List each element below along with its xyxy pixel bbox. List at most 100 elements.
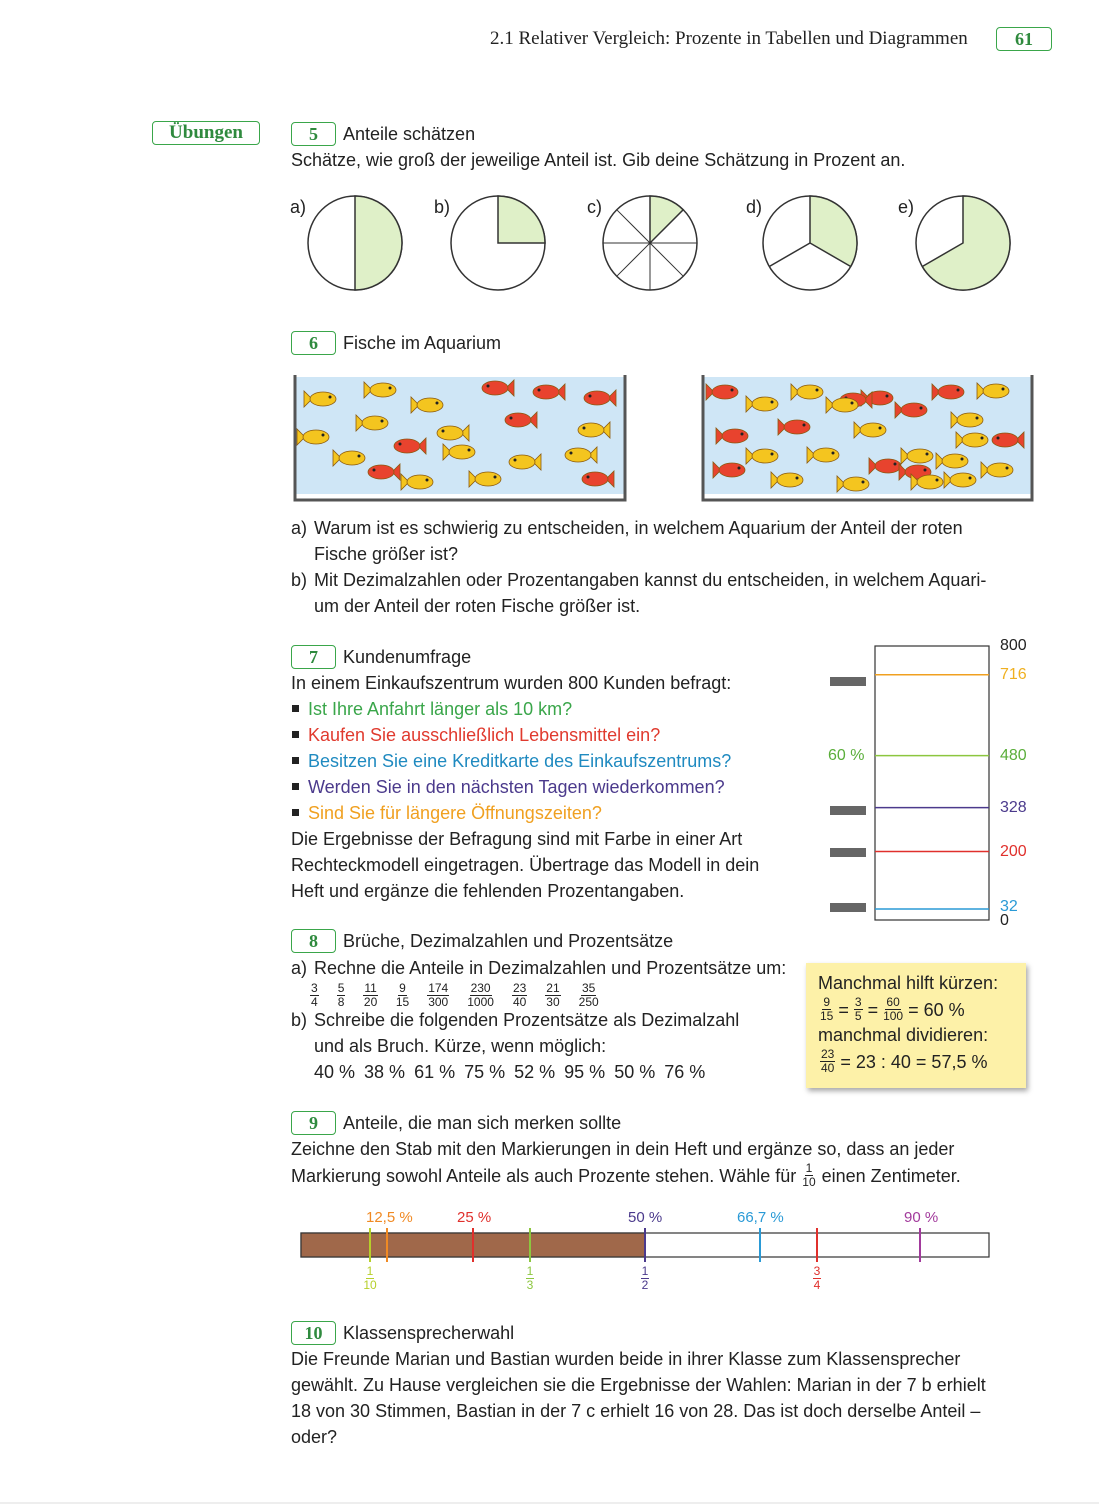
fish-eye xyxy=(861,480,865,484)
fish-eye xyxy=(582,426,586,430)
denominator: 40 xyxy=(821,1061,835,1075)
fish-eye xyxy=(467,448,471,452)
numerator: 1 xyxy=(640,1264,650,1279)
fish-tail xyxy=(417,437,427,455)
numerator: 3 xyxy=(853,995,863,1010)
pie-label: e) xyxy=(898,197,915,217)
fish xyxy=(367,463,401,481)
bar-top-label: 12,5 % xyxy=(366,1209,413,1226)
fish xyxy=(745,395,779,413)
bar-top-label: 66,7 % xyxy=(737,1209,784,1226)
fish xyxy=(296,428,330,446)
fish xyxy=(770,471,804,489)
fish-body xyxy=(982,383,1010,399)
fish xyxy=(950,411,984,429)
fraction: 21 30 xyxy=(545,982,561,1009)
fish xyxy=(303,390,337,408)
exercise-text: Heft und ergänze die fehlenden Prozentan… xyxy=(291,881,685,901)
percent-list: 40 % 38 % 61 % 75 % 52 % 95 % 50 % 76 % xyxy=(314,1059,705,1085)
denominator: 5 xyxy=(854,1009,862,1023)
pie-label: a) xyxy=(290,197,307,217)
exercise-title: Kundenumfrage xyxy=(343,647,472,667)
fish-tail xyxy=(303,390,313,408)
fish-eye xyxy=(878,426,882,430)
fish-body xyxy=(504,412,532,428)
exercise-number: 6 xyxy=(291,331,336,355)
fish-tail xyxy=(790,383,800,401)
denominator: 250 xyxy=(578,995,599,1009)
tip-text: = xyxy=(867,999,879,1020)
fish xyxy=(393,437,427,455)
survey-question: Ist Ihre Anfahrt länger als 10 km? xyxy=(308,699,573,719)
percent-value: 38 % xyxy=(364,1062,406,1082)
fish-body xyxy=(416,397,444,413)
denominator: 2 xyxy=(641,1278,649,1292)
numerator: 23 xyxy=(511,981,528,996)
denominator: 40 xyxy=(512,995,527,1009)
fish xyxy=(715,427,749,445)
fish-body xyxy=(481,380,509,396)
fish-group xyxy=(296,379,1025,493)
fish-eye xyxy=(935,478,939,482)
denominator: 15 xyxy=(395,995,410,1009)
fish-eye xyxy=(885,394,889,398)
fish-tail xyxy=(468,470,478,488)
percent-value: 76 % xyxy=(664,1062,706,1082)
pie-slice xyxy=(809,195,858,268)
bar-bottom-fraction: 1 10 xyxy=(355,1265,385,1292)
tip-text: Manchmal hilft kürzen: xyxy=(818,973,999,993)
task-text: Fische größer ist? xyxy=(314,544,459,564)
fish xyxy=(355,414,389,432)
numerator: 1 xyxy=(365,1264,375,1279)
exercise-text: Rechteckmodell eingetragen. Übertrage da… xyxy=(291,855,760,875)
exercise-text: Schätze, wie groß der jeweilige Anteil i… xyxy=(291,150,906,170)
fish-eye xyxy=(493,475,497,479)
percent-value: 52 % xyxy=(514,1062,556,1082)
bullet xyxy=(292,731,299,738)
fish-eye xyxy=(586,475,590,479)
text-part: einen Zentimeter. xyxy=(821,1165,961,1186)
fish-body xyxy=(916,474,944,490)
bar-top-label: 25 % xyxy=(457,1209,492,1226)
placeholder xyxy=(830,806,866,815)
bullet xyxy=(292,783,299,790)
fish-body xyxy=(302,429,330,445)
fish-eye xyxy=(1001,387,1005,391)
task-text: Schreibe die folgenden Prozentsätze als … xyxy=(314,1010,740,1030)
exercise-text: Die Ergebnisse der Befragung sind mit Fa… xyxy=(291,829,743,849)
task-label: b) xyxy=(291,1010,308,1030)
fish-tail xyxy=(825,396,835,414)
exercise-text: Markierung sowohl Anteile als auch Proze… xyxy=(291,1162,961,1189)
tip-text: manchmal dividieren: xyxy=(818,1025,989,1045)
fish-tail xyxy=(777,418,787,436)
fish xyxy=(777,418,811,436)
aquariums xyxy=(293,375,1034,502)
pie-label: c) xyxy=(587,197,602,217)
task-text: um der Anteil der roten Fische größer is… xyxy=(314,596,641,616)
fish-body xyxy=(859,422,887,438)
fish-eye xyxy=(509,416,513,420)
fish xyxy=(532,383,566,401)
task-label: a) xyxy=(291,518,308,538)
fraction: 174 300 xyxy=(427,982,450,1009)
denominator: 300 xyxy=(428,995,449,1009)
numerator: 3 xyxy=(812,1264,822,1279)
bullet xyxy=(292,809,299,816)
fish-eye xyxy=(380,419,384,423)
fish-tail xyxy=(806,446,816,464)
numerator: 11 xyxy=(363,981,378,996)
survey-question: Sind Sie für längere Öffnungszeiten? xyxy=(308,803,602,823)
fish xyxy=(564,446,598,464)
fish-body xyxy=(532,384,560,400)
fish-body xyxy=(941,453,969,469)
fish xyxy=(577,421,611,439)
fish-body xyxy=(900,402,928,418)
fish xyxy=(712,461,746,479)
fish-tail xyxy=(391,463,401,481)
fish-body xyxy=(581,471,609,487)
fish-eye xyxy=(730,388,734,392)
